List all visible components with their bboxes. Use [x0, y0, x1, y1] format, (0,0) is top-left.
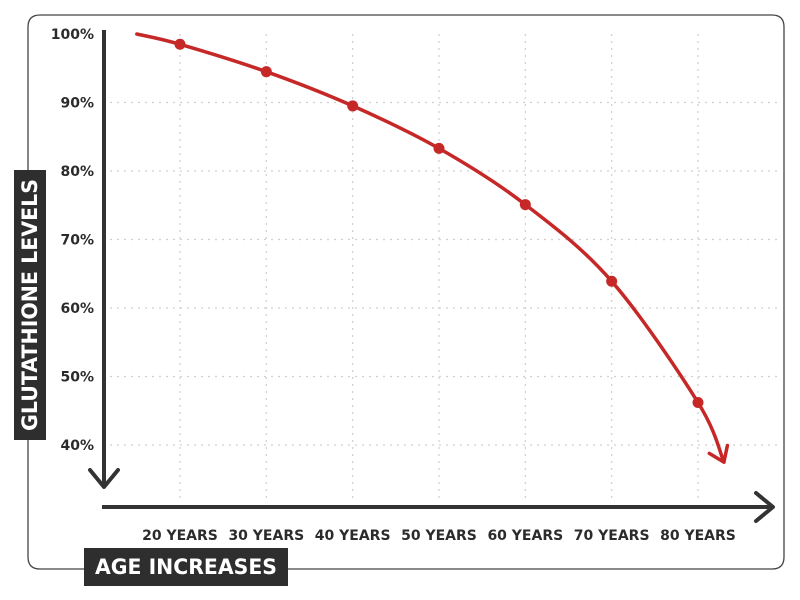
- x-tick-label: 20 YEARS: [142, 528, 218, 544]
- y-tick-label: 60%: [60, 301, 94, 317]
- data-point: [347, 100, 359, 112]
- grid: [110, 34, 780, 500]
- data-point: [174, 38, 186, 50]
- series-line: [135, 32, 726, 464]
- y-tick-label: 80%: [60, 164, 94, 180]
- xlabel-badge: [84, 548, 288, 586]
- data-point: [692, 397, 704, 409]
- y-axis-arrow: [88, 468, 120, 489]
- axes: [88, 30, 775, 523]
- data-point: [606, 275, 618, 287]
- data-point: [519, 199, 531, 211]
- y-tick-labels: 100% 90% 80% 70% 60% 50% 40%: [51, 27, 94, 454]
- series-end-arrow: [707, 443, 730, 464]
- y-tick-label: 50%: [60, 370, 94, 386]
- x-tick-label: 70 YEARS: [574, 528, 650, 544]
- axis-badges: GLUTATHIONE LEVELS AGE INCREASES: [14, 170, 288, 586]
- y-tick-label: 70%: [60, 233, 94, 249]
- chart-frame: [27, 14, 785, 570]
- x-tick-label: 80 YEARS: [660, 528, 736, 544]
- y-axis-label: GLUTATHIONE LEVELS: [18, 179, 42, 431]
- y-tick-label: 40%: [60, 438, 94, 454]
- ylabel-badge: [14, 170, 46, 440]
- x-tick-label: 40 YEARS: [315, 528, 391, 544]
- x-axis-label: AGE INCREASES: [95, 555, 277, 579]
- x-tick-label: 30 YEARS: [228, 528, 304, 544]
- data-point: [260, 66, 272, 78]
- y-tick-label: 90%: [60, 96, 94, 112]
- chart-border: [27, 14, 785, 570]
- x-tick-labels: 20 YEARS 30 YEARS 40 YEARS 50 YEARS 60 YEARS…: [142, 528, 736, 544]
- data-point: [433, 142, 445, 154]
- y-tick-label: 100%: [51, 27, 94, 43]
- series-glutathione: [135, 32, 730, 464]
- x-tick-label: 50 YEARS: [401, 528, 477, 544]
- x-axis-arrow: [754, 491, 775, 523]
- x-tick-label: 60 YEARS: [487, 528, 563, 544]
